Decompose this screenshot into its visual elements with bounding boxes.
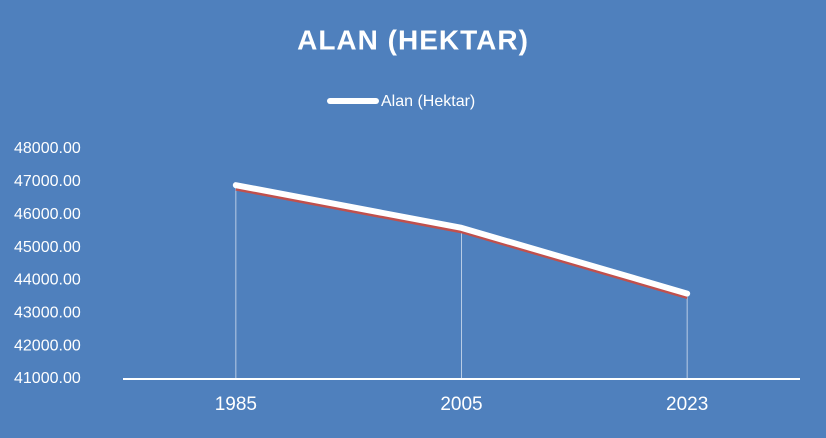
y-tick-label: 42000.00 — [14, 337, 81, 354]
line-shadow — [235, 187, 688, 300]
y-tick-label: 47000.00 — [14, 173, 81, 190]
chart-title: ALAN (HEKTAR) — [297, 24, 529, 55]
y-tick-label: 41000.00 — [14, 370, 81, 387]
line — [232, 182, 691, 297]
legend-label: Alan (Hektar) — [381, 93, 475, 110]
x-tick-label: 2023 — [666, 394, 708, 415]
y-tick-label: 43000.00 — [14, 305, 81, 322]
y-tick-label: 44000.00 — [14, 272, 81, 289]
y-tick-label: 46000.00 — [14, 206, 81, 223]
x-tick-label: 1985 — [215, 394, 257, 415]
y-tick-label: 45000.00 — [14, 239, 81, 256]
x-tick-label: 2005 — [440, 394, 482, 415]
y-tick-label: 48000.00 — [14, 140, 81, 157]
